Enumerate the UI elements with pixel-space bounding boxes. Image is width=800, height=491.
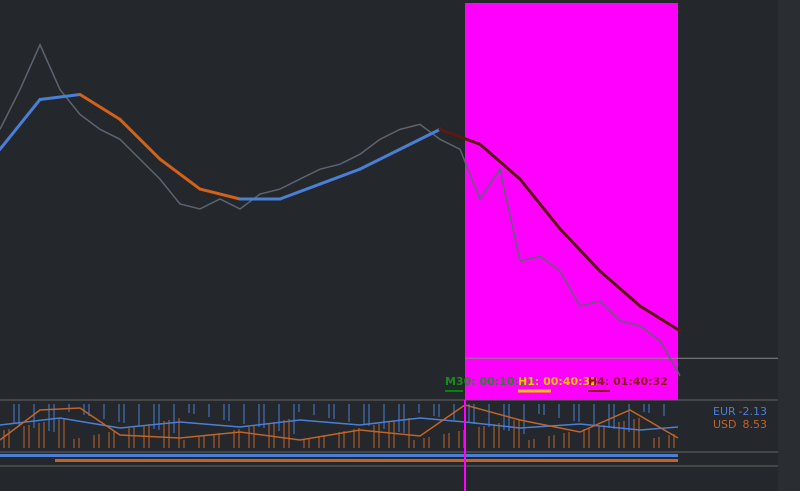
h1-timer: H1: 00:40:32	[518, 375, 598, 388]
strip	[55, 459, 678, 462]
moving-average	[278, 182, 322, 201]
highlight-zone	[465, 3, 678, 400]
moving-average	[518, 177, 562, 231]
moving-average	[118, 117, 162, 161]
price-axis	[778, 0, 800, 491]
strip	[0, 454, 678, 457]
currency-strength: 8.53	[743, 418, 768, 431]
moving-average	[318, 167, 362, 186]
moving-average	[158, 157, 202, 191]
currency-name: USD	[713, 418, 737, 431]
currency-strength: -2.13	[739, 405, 767, 418]
currency-name: EUR	[713, 405, 736, 418]
usd-line	[0, 404, 679, 441]
moving-average	[558, 227, 602, 273]
moving-average	[38, 93, 82, 101]
moving-average	[398, 127, 442, 151]
moving-average	[438, 127, 482, 146]
moving-average	[358, 147, 402, 171]
eur-line	[0, 417, 679, 431]
moving-average	[78, 93, 122, 121]
m30-timer: M30: 00:10:32	[445, 375, 534, 388]
moving-average	[598, 269, 642, 308]
moving-average	[638, 304, 682, 333]
moving-average	[198, 187, 242, 201]
h4-timer: H4: 01:40:32	[588, 375, 668, 388]
price-line	[0, 42, 681, 376]
moving-average	[0, 98, 42, 151]
moving-average	[478, 142, 522, 181]
